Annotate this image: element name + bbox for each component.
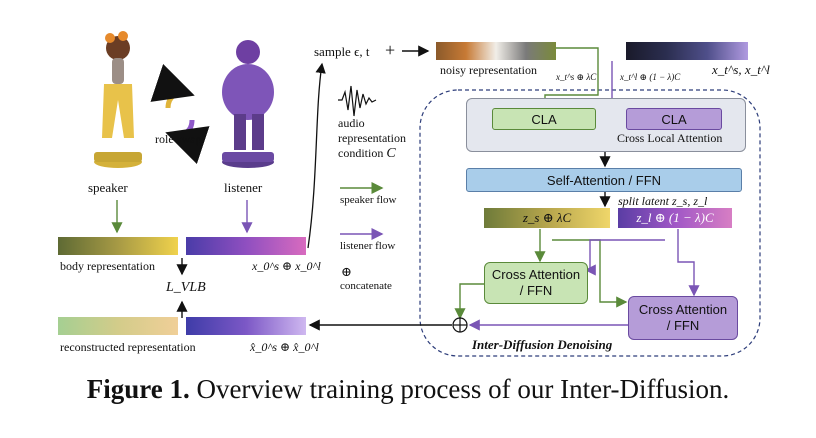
cross-left-to-concat-arrow (454, 283, 484, 320)
legend-speaker-flow: speaker flow (340, 194, 397, 206)
inter-diffusion-label: Inter-Diffusion Denoising (472, 337, 613, 352)
sample-label: sample ϵ, t (314, 44, 370, 59)
zl-to-cross-left-arrow (584, 239, 665, 276)
split-latent-label: split latent z_s, z_l (618, 194, 708, 208)
body-representation-bar-listener (186, 237, 306, 255)
body-representation-label: body representation (60, 259, 155, 273)
latent-top-label: x_t^s, x_t^l (712, 62, 770, 77)
reconstructed-representation-label: reconstructed representation (60, 340, 196, 354)
audio-waveform-icon (338, 85, 377, 117)
role-swap-label: role swap (155, 132, 202, 146)
audio-label-1: audio (338, 116, 365, 130)
audio-label-3: condition C (338, 146, 396, 161)
cla-right-box: CLA (626, 108, 722, 130)
zl-to-cross-right-arrow (677, 229, 700, 297)
legend-concatenate: concatenate (340, 280, 392, 292)
listener-label: listener (224, 180, 263, 195)
audio-label-2: representation (338, 131, 406, 145)
x0-hat-label: x̂_0^s ⊕ x̂_0^l (250, 340, 319, 354)
legend-concat-symbol: ⊕ (341, 264, 352, 279)
cross-local-attention-label: Cross Local Attention (617, 131, 723, 145)
legend-listener-flow: listener flow (340, 240, 396, 252)
speaker-label: speaker (88, 180, 128, 195)
latent-bar (626, 42, 748, 60)
cross-attention-right-box: Cross Attention / FFN (628, 296, 738, 340)
self-attention-box: Self-Attention / FFN (466, 168, 742, 192)
x0-label: x_0^s ⊕ x_0^l (252, 259, 321, 273)
zl-box: z_l ⊕ (1 − λ)C (618, 208, 732, 228)
zs-to-cross-right-arrow (552, 239, 628, 308)
cross-attention-left-box: Cross Attention / FFN (484, 262, 588, 304)
condition-symbol: C (386, 146, 396, 161)
cla-left-box: CLA (492, 108, 596, 130)
body-representation-bar-speaker (58, 237, 178, 255)
cla-input-right-label: x_t^l ⊕ (1 − λ)C (620, 72, 681, 82)
zs-box: z_s ⊕ λC (484, 208, 610, 228)
reconstructed-bar-speaker (58, 317, 178, 335)
figure-caption: Figure 1. Overview training process of o… (86, 374, 730, 404)
reconstructed-bar-listener (186, 317, 306, 335)
listener-figure (214, 36, 284, 170)
role-swap-icon (150, 63, 195, 109)
speaker-figure (90, 30, 146, 170)
curve-to-sample-arrow (307, 62, 326, 249)
noisy-representation-bar (436, 42, 556, 60)
loss-label: L_VLB (166, 280, 206, 295)
plus-sign: + (385, 40, 396, 60)
cla-input-left-label: x_t^s ⊕ λC (556, 72, 597, 82)
noisy-representation-label: noisy representation (440, 63, 537, 77)
